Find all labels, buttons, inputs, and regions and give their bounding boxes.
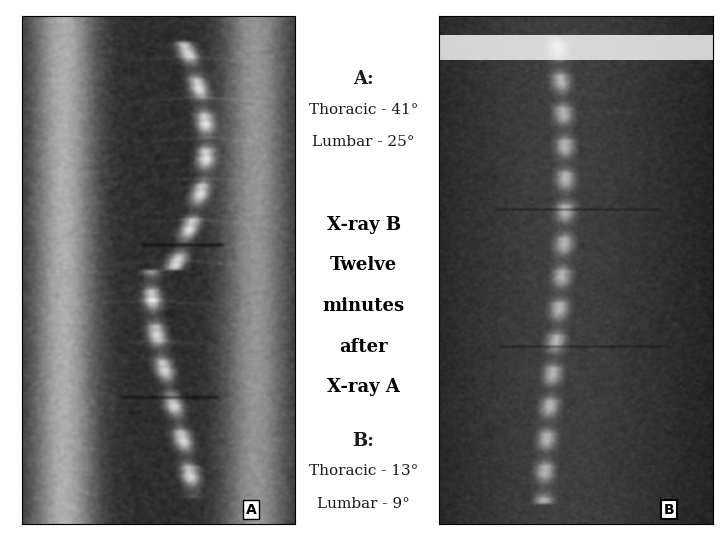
Text: Lumbar - 25°: Lumbar - 25°: [312, 135, 415, 149]
Text: after: after: [339, 338, 388, 355]
Text: Thoracic - 13°: Thoracic - 13°: [309, 464, 418, 478]
Text: B: B: [664, 503, 674, 517]
Text: B:: B:: [353, 432, 374, 450]
Text: A: A: [246, 503, 257, 517]
Text: X-ray B: X-ray B: [327, 216, 400, 234]
Text: X-ray A: X-ray A: [327, 378, 400, 396]
Text: Thoracic - 41°: Thoracic - 41°: [309, 103, 418, 117]
Text: minutes: minutes: [323, 297, 405, 315]
Text: Lumbar - 9°: Lumbar - 9°: [318, 497, 410, 511]
Text: Twelve: Twelve: [330, 256, 397, 274]
Text: A:: A:: [354, 70, 374, 88]
